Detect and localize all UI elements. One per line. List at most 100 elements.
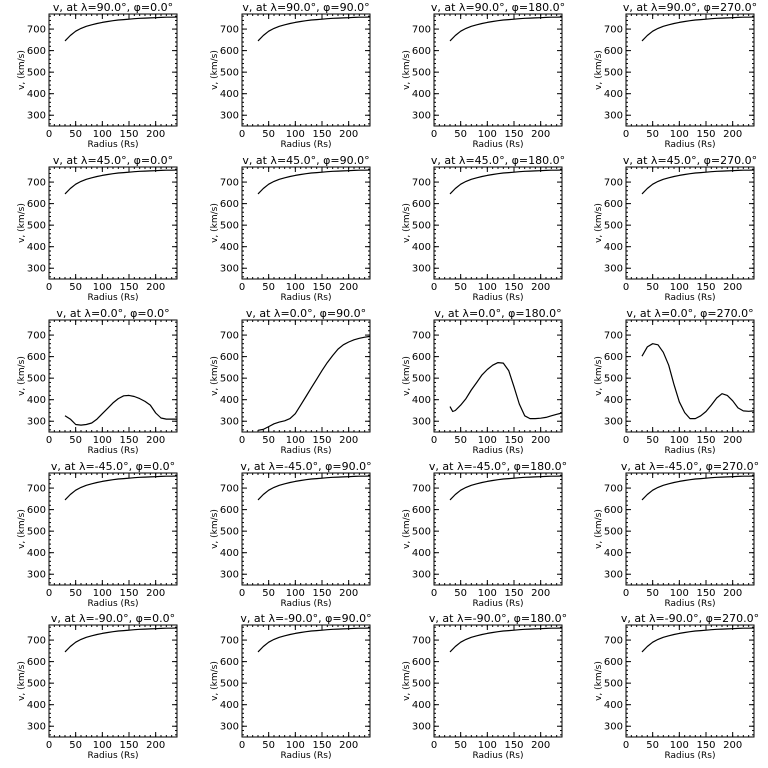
y-tick-label: 700 [220,178,239,189]
y-tick-label: 700 [604,178,623,189]
x-tick-label: 50 [69,129,82,140]
plot-frame [433,166,563,280]
chart-title: v, at λ=90.0°, φ=0.0° [53,1,173,14]
x-tick-label: 50 [646,129,659,140]
x-tick-label: 0 [239,282,245,293]
x-tick-label: 200 [723,282,742,293]
x-tick-label: 200 [723,740,742,751]
x-axis-label: Radius (Rs) [280,599,331,609]
x-tick-label: 150 [504,740,523,751]
x-tick-label: 200 [339,129,358,140]
x-tick-label: 0 [431,740,437,751]
y-tick-label: 700 [604,484,623,495]
chart-panel: v, at λ=-90.0°, φ=0.0° 0 50 100 150 200 300 400… [17,612,178,761]
y-tick-label: 300 [220,111,239,122]
y-tick-label: 700 [412,178,431,189]
x-tick-label: 50 [646,435,659,446]
x-tick-label: 100 [670,740,689,751]
data-line [449,475,563,501]
x-tick-label: 50 [262,282,275,293]
chart-title: v, at λ=45.0°, φ=270.0° [623,154,757,167]
x-tick-label: 0 [46,129,52,140]
x-tick-label: 150 [504,435,523,446]
data-line [257,627,371,653]
plot-frame [625,319,755,433]
chart-title: v, at λ=0.0°, φ=270.0° [626,307,753,320]
x-axis-label: Radius (Rs) [87,293,138,303]
y-tick-label: 300 [220,722,239,733]
x-tick-label: 100 [478,740,497,751]
x-axis-label: Radius (Rs) [87,140,138,150]
y-axis-label: v, (km/s) [17,356,27,396]
x-tick-label: 150 [504,282,523,293]
y-tick-label: 600 [27,352,46,363]
x-tick-label: 150 [312,588,331,599]
chart-title: v, at λ=-90.0°, φ=0.0° [51,612,175,625]
data-line [257,169,371,195]
y-axis-label: v, (km/s) [594,203,604,243]
chart-title: v, at λ=0.0°, φ=0.0° [56,307,169,320]
x-axis-label: Radius (Rs) [87,599,138,609]
x-axis-label: Radius (Rs) [664,293,715,303]
x-tick-label: 150 [504,129,523,140]
chart-panel: v, at λ=0.0°, φ=270.0° 0 50 100 150 200 300 400… [594,307,755,456]
x-tick-label: 0 [239,129,245,140]
y-tick-label: 600 [412,657,431,668]
y-tick-label: 500 [27,374,46,385]
x-tick-label: 150 [696,588,715,599]
chart-title: v, at λ=0.0°, φ=180.0° [434,307,561,320]
y-tick-label: 600 [604,352,623,363]
x-tick-label: 50 [69,435,82,446]
plot-frame [433,624,563,738]
y-tick-label: 700 [220,484,239,495]
x-axis-label: Radius (Rs) [664,140,715,150]
data-line [641,169,755,195]
chart-title: v, at λ=-45.0°, φ=0.0° [51,460,175,473]
y-tick-label: 500 [604,68,623,79]
x-axis-label: Radius (Rs) [472,140,523,150]
y-tick-label: 500 [27,221,46,232]
chart-title: v, at λ=90.0°, φ=270.0° [623,1,757,14]
y-tick-label: 600 [412,46,431,57]
x-tick-label: 150 [119,435,138,446]
x-axis-label: Radius (Rs) [472,293,523,303]
y-tick-label: 300 [604,722,623,733]
x-tick-label: 50 [646,588,659,599]
x-tick-label: 0 [431,588,437,599]
y-axis-label: v, (km/s) [594,356,604,396]
y-tick-label: 700 [604,636,623,647]
y-tick-label: 600 [412,505,431,516]
x-tick-label: 100 [286,588,305,599]
x-tick-label: 50 [454,282,467,293]
y-tick-label: 700 [220,331,239,342]
y-axis-label: v, (km/s) [17,50,27,90]
x-tick-label: 100 [93,129,112,140]
y-tick-label: 600 [412,199,431,210]
y-axis-label: v, (km/s) [402,509,412,549]
y-tick-label: 300 [220,264,239,275]
x-tick-label: 200 [146,740,165,751]
chart-panel: v, at λ=90.0°, φ=270.0° 0 50 100 150 200 300 40… [594,1,757,150]
y-tick-label: 500 [27,679,46,690]
y-tick-label: 500 [412,68,431,79]
x-tick-label: 200 [531,129,550,140]
x-tick-label: 150 [119,588,138,599]
chart-title: v, at λ=90.0°, φ=180.0° [431,1,565,14]
y-axis-label: v, (km/s) [402,50,412,90]
chart-panel: v, at λ=-90.0°, φ=180.0° 0 50 100 150 200 300 4… [402,612,567,761]
x-axis-label: Radius (Rs) [664,599,715,609]
x-axis-label: Radius (Rs) [664,446,715,456]
y-tick-label: 400 [412,395,431,406]
x-tick-label: 100 [93,588,112,599]
y-tick-label: 600 [604,657,623,668]
y-tick-label: 500 [220,68,239,79]
plot-frame [625,472,755,586]
y-tick-label: 600 [604,505,623,516]
y-axis-label: v, (km/s) [402,661,412,701]
plot-frame [48,166,178,280]
chart-panel: v, at λ=90.0°, φ=90.0° 0 50 100 150 200 300 400… [210,1,371,150]
data-line [64,169,178,195]
y-axis-label: v, (km/s) [402,356,412,396]
x-tick-label: 150 [312,740,331,751]
x-tick-label: 100 [670,282,689,293]
